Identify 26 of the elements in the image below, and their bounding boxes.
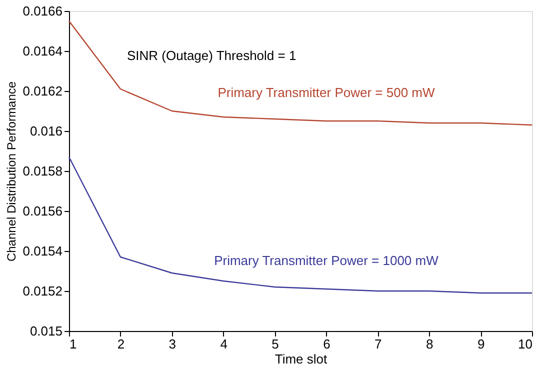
line-series <box>68 20 533 126</box>
y-tick-label: 0.0162 <box>22 84 62 98</box>
series-label: Primary Transmitter Power = 1000 mW <box>214 253 440 268</box>
y-tick-label: 0.0154 <box>22 244 62 258</box>
y-tick-label: 0.0166 <box>22 4 62 18</box>
x-tick-label: 8 <box>426 336 434 352</box>
line-series <box>68 156 533 294</box>
y-tick-label: 0.0164 <box>22 44 62 58</box>
x-tick-label: 4 <box>220 336 228 352</box>
x-axis-title: Time slot <box>274 352 328 366</box>
annotation: SINR (Outage) Threshold = 1 <box>127 48 296 63</box>
x-tick-label: 6 <box>323 336 330 352</box>
y-tick-label: 0.0158 <box>22 164 62 178</box>
y-tick-label: 0.015 <box>30 324 62 338</box>
x-tick-label: 2 <box>117 336 125 352</box>
x-tick-label: 3 <box>168 336 176 352</box>
series-label: Primary Transmitter Power = 500 mW <box>218 85 436 100</box>
y-tick-label: 0.016 <box>30 124 62 138</box>
x-tick-label: 9 <box>477 336 485 352</box>
y-axis-title: Channel Distribution Performance <box>4 81 19 262</box>
x-tick-label: 5 <box>272 336 279 352</box>
x-tick-label: 1 <box>70 336 77 352</box>
x-tick-label: 10 <box>518 336 532 352</box>
x-tick-label: 7 <box>374 336 382 352</box>
y-tick-label: 0.0156 <box>22 204 62 218</box>
y-tick-label: 0.0152 <box>22 284 62 298</box>
